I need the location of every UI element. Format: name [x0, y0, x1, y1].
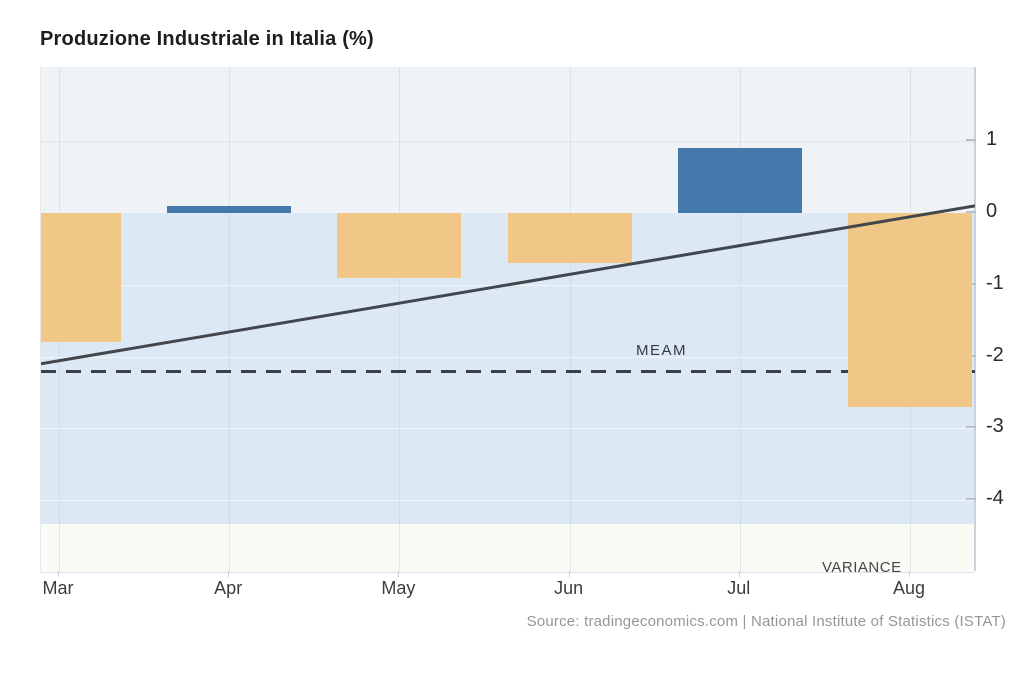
x-axis-tick: [909, 571, 910, 577]
vertical-gridline: [569, 68, 571, 572]
mean-line-label: MEAM: [636, 342, 687, 359]
y-axis-tick-label: -1: [986, 271, 1004, 294]
y-axis-tick: [966, 498, 976, 501]
band-above-zero: [41, 68, 975, 213]
x-axis-tick: [738, 571, 740, 577]
mean-dashed-line: [41, 369, 975, 373]
horizontal-gridline: [41, 428, 975, 430]
plot-area: MEAM: [40, 67, 975, 573]
x-axis-tick: [58, 571, 59, 577]
horizontal-gridline: [41, 356, 975, 358]
source-attribution: Source: tradingeconomics.com | National …: [526, 613, 1006, 630]
bar-jun: [507, 213, 632, 264]
bar-may: [337, 213, 462, 278]
x-axis-month-label: May: [381, 578, 416, 598]
x-axis-month-label: Aug: [892, 578, 926, 598]
x-axis-month-label: Apr: [214, 578, 243, 598]
y-axis-tick-label: 0: [986, 200, 998, 222]
vertical-gridline: [399, 68, 401, 572]
x-axis-month-label: Jun: [554, 578, 584, 598]
horizontal-gridline: [41, 500, 975, 502]
y-axis-tick: [966, 426, 976, 429]
y-axis-tick-label: -4: [986, 487, 1004, 510]
variance-label: VARIANCE: [822, 559, 902, 576]
y-axis-tick: [966, 139, 976, 142]
vertical-gridline: [739, 68, 741, 572]
y-axis-tick-label: -2: [986, 343, 1004, 366]
bar-jul: [677, 148, 802, 213]
y-axis-tick-label: 1: [986, 128, 998, 151]
x-axis-tick: [398, 571, 400, 577]
band-bottom: [41, 523, 975, 572]
vertical-gridline: [229, 68, 231, 572]
chart-title: Produzione Industriale in Italia (%): [40, 28, 374, 50]
x-axis-month-label: Jul: [727, 578, 751, 598]
y-axis-line: [974, 67, 976, 571]
bar-mar: [41, 213, 121, 343]
y-axis-tick-label: -3: [986, 415, 1004, 438]
x-axis-month-label: Mar: [42, 578, 74, 598]
x-axis-tick: [228, 571, 230, 577]
bar-aug: [848, 213, 972, 407]
x-axis-tick: [568, 571, 570, 577]
bar-apr: [167, 205, 292, 213]
horizontal-gridline: [41, 284, 975, 286]
horizontal-gridline: [41, 141, 975, 143]
